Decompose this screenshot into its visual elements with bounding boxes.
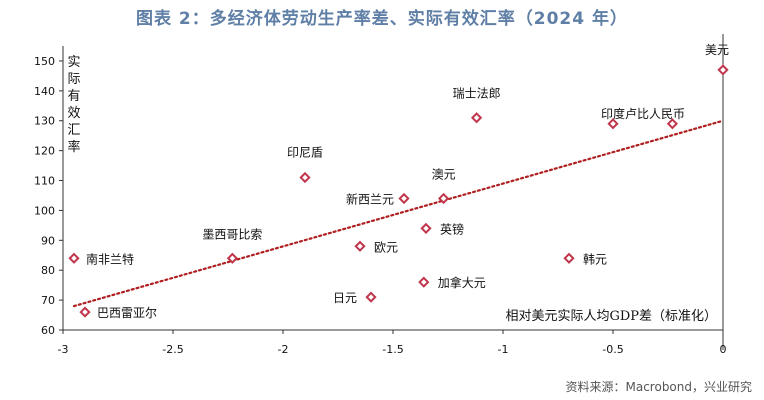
y-tick-label: 90 (41, 234, 55, 247)
y-tick-label: 70 (41, 294, 55, 307)
y-tick-label: 100 (34, 204, 55, 217)
y-tick-label: 110 (34, 175, 55, 188)
y-tick-label: 130 (34, 115, 55, 128)
data-point (717, 64, 729, 76)
data-point-label: 欧元 (374, 240, 398, 254)
data-point (226, 252, 239, 264)
data-point (68, 252, 80, 264)
y-axis-label-char: 率 (67, 139, 80, 155)
data-point (563, 252, 575, 264)
data-point (470, 112, 483, 124)
data-point-label: 英镑 (440, 221, 464, 236)
y-axis-label-char: 汇 (67, 123, 80, 138)
x-tick-label: -0.5 (602, 343, 623, 356)
x-axis-label: 相对美元实际人均GDP差（标准化） (505, 309, 717, 324)
chart-title: 图表 2：多经济体劳动生产率差、实际有效汇率（2024 年） (136, 9, 628, 29)
y-axis-label-char: 际 (67, 72, 80, 87)
data-point-label: 日元 (333, 291, 357, 305)
x-tick-label: -1.5 (382, 343, 403, 356)
data-point (420, 222, 432, 234)
data-point-label: 瑞士法郎 (453, 87, 501, 101)
x-tick-label: -2 (278, 343, 289, 356)
x-tick-label: -2.5 (162, 343, 183, 356)
data-point (437, 192, 450, 205)
x-tick-label: -3 (58, 343, 69, 356)
y-tick-label: 60 (41, 324, 55, 337)
y-tick-label: 140 (34, 85, 55, 98)
data-point-label: 韩元 (583, 251, 607, 266)
data-point (299, 171, 311, 184)
y-tick-label: 80 (41, 264, 55, 277)
source-note: 资料来源：Macrobond，兴业研究 (565, 380, 753, 394)
data-point-label: 澳元 (432, 167, 456, 181)
data-point (354, 240, 366, 252)
data-point (365, 291, 377, 303)
y-axis-label-char: 有 (67, 89, 80, 104)
data-point (666, 118, 679, 130)
data-point-group-label: 印度卢比人民币 (601, 106, 685, 121)
data-point-label: 墨西哥比索 (202, 227, 262, 241)
y-tick-label: 120 (34, 145, 55, 158)
data-point-label: 新西兰元 (346, 191, 394, 206)
data-point (79, 306, 91, 318)
data-point-label: 加拿大元 (438, 275, 486, 290)
trendline (72, 119, 725, 308)
x-tick-label: -1 (498, 343, 509, 356)
y-tick-label: 150 (34, 55, 55, 68)
data-point-label: 巴西雷亚尔 (97, 305, 157, 320)
data-point (418, 276, 430, 288)
data-point-label: 印尼盾 (287, 146, 323, 160)
data-point (398, 192, 410, 205)
data-point-label: 南非兰特 (86, 251, 134, 266)
data-point (607, 118, 619, 130)
y-axis-label-char: 实 (67, 55, 80, 70)
x-tick-label: 0 (720, 343, 727, 356)
y-axis-label-char: 效 (67, 106, 80, 121)
data-point-label: 美元 (705, 43, 729, 57)
